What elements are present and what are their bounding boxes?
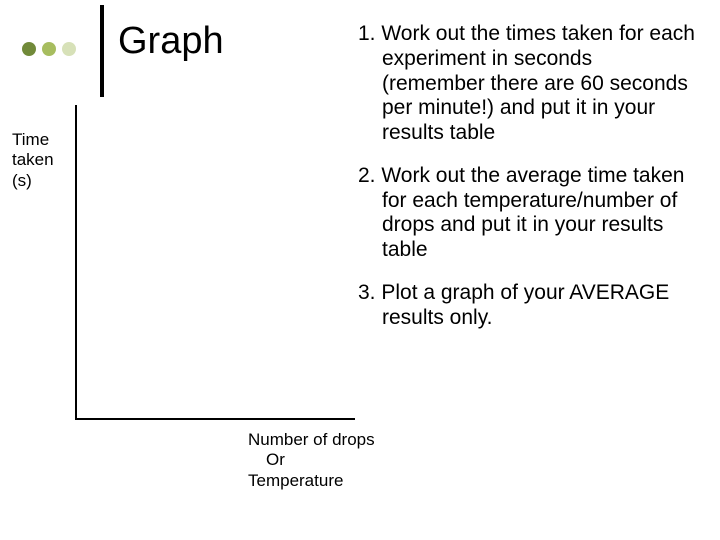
x-label-line: Number of drops xyxy=(248,430,408,450)
x-axis-label: Number of drops Or Temperature xyxy=(248,430,408,491)
instructions-list: 1. Work out the times taken for each exp… xyxy=(358,22,698,348)
y-label-line: taken xyxy=(12,150,67,170)
y-label-line: Time xyxy=(12,130,67,150)
bullet-3 xyxy=(62,42,76,56)
y-axis xyxy=(75,105,77,420)
x-axis xyxy=(75,418,355,420)
title-bullets xyxy=(22,42,76,56)
bullet-1 xyxy=(22,42,36,56)
instruction-item-3: 3. Plot a graph of your AVERAGE results … xyxy=(358,281,698,331)
x-label-line: Temperature xyxy=(248,471,408,491)
y-axis-label: Time taken (s) xyxy=(12,130,67,191)
y-label-line: (s) xyxy=(12,171,67,191)
page-title: Graph xyxy=(118,20,224,63)
bullet-2 xyxy=(42,42,56,56)
instruction-item-2: 2. Work out the average time taken for e… xyxy=(358,164,698,263)
title-divider xyxy=(100,5,104,97)
instruction-item-1: 1. Work out the times taken for each exp… xyxy=(358,22,698,146)
x-label-line: Or xyxy=(248,450,408,470)
